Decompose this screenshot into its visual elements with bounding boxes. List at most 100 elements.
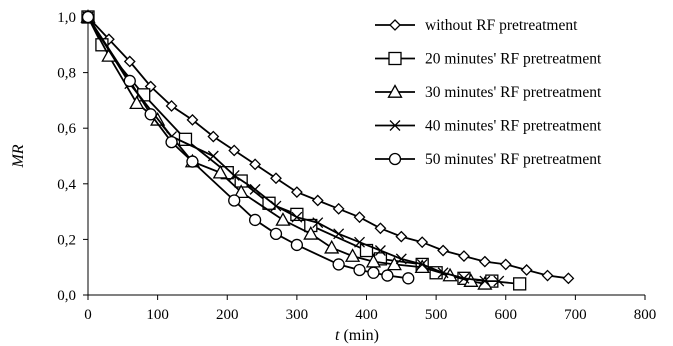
data-point [165,135,178,149]
data-point [248,213,262,227]
data-point [493,275,505,287]
x-tick-label: 700 [564,307,587,323]
data-point [290,238,304,252]
x-tick-label: 500 [425,307,448,323]
x-tick-label: 200 [216,307,239,323]
data-point [324,239,340,254]
x-axis-title: t (min) [335,327,379,344]
data-point [186,155,199,168]
data-point [402,272,415,285]
y-tick-label: 0,4 [57,177,76,193]
data-point [354,236,365,248]
data-point [290,186,303,199]
legend-marker [389,19,401,31]
series-5 [81,10,415,285]
series-line [87,16,499,283]
x-axis-title-variable: t [335,327,340,344]
data-point [249,183,261,195]
y-tick-label: 1,0 [57,10,76,26]
data-point [291,211,303,223]
legend-item: 30 minutes' RF pretreatment [375,84,602,101]
data-point [520,264,533,276]
data-point [186,113,199,126]
x-tick-label: 400 [355,307,378,323]
series-layer [80,9,575,291]
y-ticks: 0,0 0,2 0,4 0,6 0,8 1,0 [57,10,88,304]
data-point [303,226,319,240]
data-point [353,211,366,224]
legend-item: without RF pretreatment [375,17,578,34]
data-point [270,172,282,185]
legend-label: 50 minutes' RF pretreatment [425,151,602,168]
data-point [207,130,220,143]
data-point [129,95,145,110]
x-tick-label: 300 [286,307,309,323]
data-point [228,144,241,157]
data-point [311,194,324,207]
data-point [269,227,283,240]
y-axis-title: MR [10,144,27,168]
data-point [249,158,262,171]
data-point [562,272,575,285]
data-point [165,100,178,112]
x-tick-label: 100 [146,307,169,323]
data-point [228,170,240,181]
data-point [262,196,276,210]
data-point [344,248,361,262]
legend-item: 50 minutes' RF pretreatment [375,151,602,168]
legend-marker [387,84,403,98]
legend-item: 20 minutes' RF pretreatment [375,51,602,68]
data-point [479,275,491,287]
data-point [541,269,554,282]
x-ticks: 0 100 200 300 400 500 600 700 800 [84,295,656,323]
legend: without RF pretreatment 20 minutes' RF pr… [375,17,602,168]
x-tick-label: 600 [495,307,518,323]
data-point [395,230,408,243]
y-tick-label: 0,0 [57,288,76,304]
data-point [437,244,450,257]
x-tick-label: 800 [634,307,657,323]
data-point [367,266,380,279]
data-point [374,245,386,256]
data-point [233,184,249,198]
data-point [270,200,282,212]
data-point [477,276,493,290]
data-point [333,228,345,240]
data-point [207,150,219,162]
data-point [478,255,491,268]
data-point [275,212,291,226]
data-point [395,253,407,265]
data-point [332,258,345,271]
data-point [123,74,136,88]
legend-marker [389,120,401,131]
data-point [458,272,470,284]
y-tick-label: 0,2 [57,232,76,248]
y-tick-label: 0,8 [57,66,76,82]
data-point [458,250,470,262]
data-point [144,108,157,121]
data-point [332,202,345,215]
data-point [437,267,449,279]
x-axis-title-unit: (min) [339,327,379,344]
legend-label: 30 minutes' RF pretreatment [425,84,602,101]
series-1 [82,11,575,285]
legend-label: 40 minutes' RF pretreatment [425,118,602,135]
data-point [228,194,241,207]
legend-label: 20 minutes' RF pretreatment [425,51,602,68]
data-point [353,263,366,277]
data-point [499,258,512,271]
data-point [374,222,387,235]
legend-item: 40 minutes' RF pretreatment [375,118,602,135]
y-tick-label: 0,6 [57,121,76,137]
data-point [381,269,394,282]
data-point [416,258,428,270]
data-point [212,164,228,179]
data-point [312,217,324,229]
data-point [386,256,402,271]
data-point [81,10,95,24]
data-point [123,55,136,68]
data-point [416,236,429,249]
legend-marker [388,51,402,66]
x-tick-label: 0 [84,307,92,323]
